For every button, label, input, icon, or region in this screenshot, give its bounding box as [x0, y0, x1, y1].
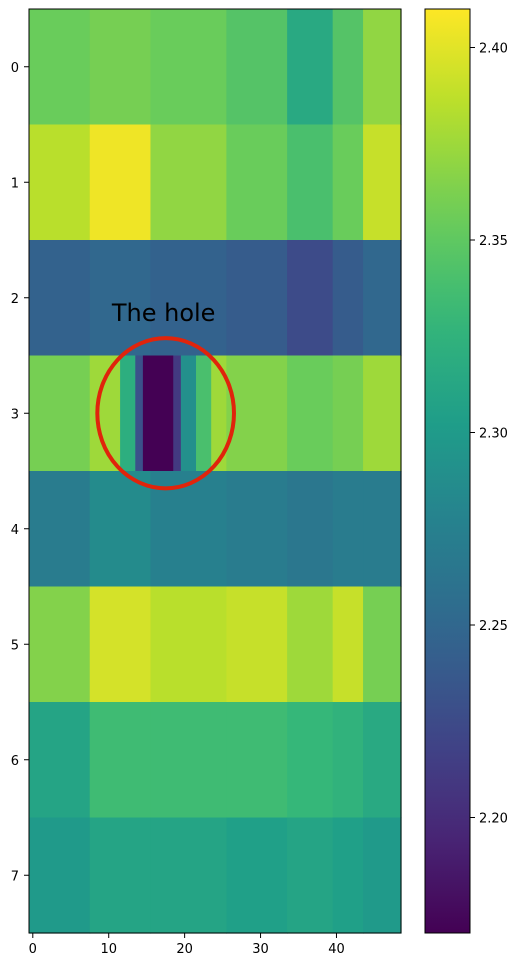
heatmap-cell-row3-seg6	[180, 355, 197, 472]
heatmap-cell-row0-seg1	[89, 9, 152, 126]
heatmap-cell-row7-seg2	[150, 817, 227, 934]
heatmap-cell-row3-seg1	[89, 355, 121, 472]
heatmap-cell-row1-seg1	[89, 124, 152, 241]
y-tick-label-4: 4	[11, 523, 19, 538]
colorbar-frame	[424, 8, 471, 934]
heatmap-cell-row6-seg2	[150, 702, 227, 819]
heatmap-cell-row0-seg0	[29, 9, 91, 126]
heatmap-cell-row1-seg6	[363, 124, 402, 241]
heatmap-cell-row0-seg4	[287, 9, 334, 126]
heatmap-cell-row1-seg0	[29, 124, 91, 241]
heatmap-cell-row3-seg5	[173, 355, 182, 472]
heatmap-cell-row5-seg3	[226, 586, 288, 703]
heatmap-cell-row5-seg2	[150, 586, 227, 703]
heatmap-cell-row4-seg4	[287, 471, 334, 588]
heatmap-cell-row2-seg1	[89, 240, 152, 357]
heatmap-cell-row6-seg0	[29, 702, 91, 819]
colorbar-tick-label-0: 2.20	[479, 812, 508, 827]
heatmap-cell-row3-seg2	[120, 355, 136, 472]
heatmap-cell-row2-seg3	[226, 240, 288, 357]
y-tick-label-1: 1	[11, 176, 19, 191]
heatmap-cell-row7-seg0	[29, 817, 91, 934]
heatmap-cell-row4-seg5	[332, 471, 364, 588]
heatmap-cell-row5-seg5	[332, 586, 364, 703]
colorbar	[425, 9, 470, 933]
x-axis: 0 10 20 30 40	[29, 933, 345, 957]
y-tick-label-7: 7	[11, 869, 19, 884]
heatmap-cell-row1-seg2	[150, 124, 227, 241]
hole-annotation-circle	[95, 336, 236, 491]
heatmap-cell-row0-seg6	[363, 9, 402, 126]
heatmap-cell-row7-seg4	[287, 817, 334, 934]
x-tick-label-20: 20	[176, 942, 193, 957]
colorbar-tick-label-1: 2.25	[479, 619, 508, 634]
heatmap-cell-row5-seg1	[89, 586, 152, 703]
x-tick-label-40: 40	[328, 942, 345, 957]
heatmap-cell-row7-seg3	[226, 817, 288, 934]
y-tick-label-0: 0	[11, 61, 19, 76]
heatmap-cell-row1-seg5	[332, 124, 364, 241]
colorbar-tick-label-4: 2.40	[479, 42, 508, 57]
heatmap-cell-row3-seg4	[142, 355, 174, 472]
heatmap-cell-row2-seg5	[332, 240, 364, 357]
colorbar-tick-label-3: 2.35	[479, 234, 508, 249]
heatmap-cell-row0-seg5	[332, 9, 364, 126]
y-tick-label-3: 3	[11, 407, 19, 422]
heatmap-cell-row4-seg0	[29, 471, 91, 588]
heatmap-cell-row2-seg4	[287, 240, 334, 357]
heatmap-cell-row3-seg8	[211, 355, 227, 472]
heatmap-cell-row3-seg10	[287, 355, 334, 472]
heatmap-cell-row6-seg1	[89, 702, 152, 819]
y-tick-label-2: 2	[11, 292, 19, 307]
heatmap-cell-row4-seg1	[89, 471, 152, 588]
heatmap-cell-row7-seg5	[332, 817, 364, 934]
y-tick-label-6: 6	[11, 754, 19, 769]
heatmap-cell-row4-seg3	[226, 471, 288, 588]
x-tick-label-0: 0	[29, 942, 37, 957]
heatmap-cell-row7-seg6	[363, 817, 402, 934]
heatmap-cell-row3-seg3	[135, 355, 144, 472]
plot-frame	[28, 8, 402, 934]
heatmap-cell-row5-seg0	[29, 586, 91, 703]
heatmap-cell-row6-seg6	[363, 702, 402, 819]
colorbar-tick-label-2: 2.30	[479, 427, 508, 442]
heatmap-cell-row3-seg9	[226, 355, 288, 472]
heatmap-cell-row3-seg7	[196, 355, 212, 472]
x-tick-label-10: 10	[100, 942, 117, 957]
heatmap-cell-row2-seg0	[29, 240, 91, 357]
heatmap-cell-row5-seg4	[287, 586, 334, 703]
heatmap-cell-row4-seg2	[150, 471, 227, 588]
heatmap-cell-row6-seg3	[226, 702, 288, 819]
y-axis: 0 1 2 3 4 5 6 7	[11, 61, 29, 884]
hole-annotation-label: The hole	[111, 299, 216, 327]
heatmap-cell-row6-seg4	[287, 702, 334, 819]
heatmap-cell-row7-seg1	[89, 817, 152, 934]
heatmap-cell-row1-seg4	[287, 124, 334, 241]
y-tick-label-5: 5	[11, 638, 19, 653]
heatmap-cell-row0-seg2	[150, 9, 227, 126]
heatmap-cell-row2-seg6	[363, 240, 402, 357]
colorbar-axis: 2.20 2.25 2.30 2.35 2.40	[470, 42, 508, 827]
heatmap-cell-row3-seg12	[363, 355, 402, 472]
heatmap-cell-row3-seg11	[332, 355, 364, 472]
heatmap-cell-row0-seg3	[226, 9, 288, 126]
x-tick-label-30: 30	[252, 942, 269, 957]
heatmap-cell-row6-seg5	[332, 702, 364, 819]
heatmap-cell-row4-seg6	[363, 471, 402, 588]
heatmap-cells	[29, 9, 402, 934]
heatmap-cell-row1-seg3	[226, 124, 288, 241]
heatmap-cell-row3-seg0	[29, 355, 91, 472]
heatmap-cell-row5-seg6	[363, 586, 402, 703]
